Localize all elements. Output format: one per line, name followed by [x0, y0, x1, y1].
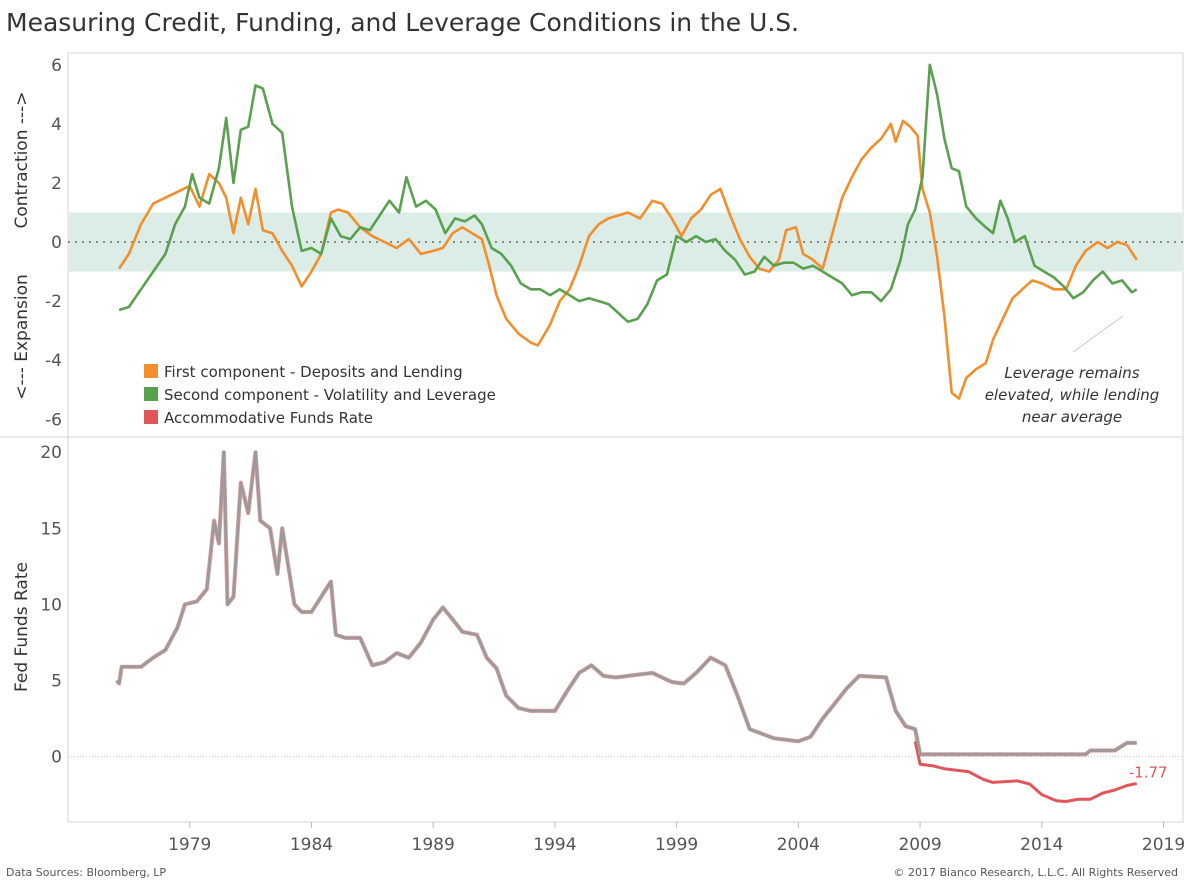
chart-title: Measuring Credit, Funding, and Leverage … [6, 8, 800, 37]
x-tick-label-1: 1984 [290, 835, 333, 855]
y-axis-label-fed-funds: Fed Funds Rate [12, 562, 32, 692]
series-line-second-component [118, 63, 1138, 324]
legend: First component - Deposits and Lending Se… [144, 363, 496, 427]
x-tick-label-2: 1989 [412, 835, 455, 855]
y-tick-label-top-2: 2 [51, 174, 62, 194]
end-value-label: -1.77 [1129, 764, 1168, 782]
series-line-first-component [118, 119, 1138, 400]
top-panel: 6 4 2 0 -2 -4 -6 Contraction ---> <--- Expansion… [12, 56, 1183, 430]
footer-source: Data Sources: Bloomberg, LP [6, 866, 167, 879]
legend-label-1: Second component - Volatility and Levera… [164, 386, 496, 404]
x-tick-label-4: 1999 [655, 835, 698, 855]
x-axis: 1979 1984 1989 1994 1999 2004 2009 2014 2019 [168, 822, 1184, 855]
x-tick-label-0: 1979 [168, 835, 211, 855]
x-tick-label-7: 2014 [1020, 835, 1063, 855]
legend-swatch-1 [144, 387, 158, 401]
series-line-fed-funds-shadow [115, 450, 1137, 757]
footer-copyright: © 2017 Bianco Research, L.L.C. All Right… [893, 866, 1178, 879]
x-tick-label-6: 2009 [898, 835, 941, 855]
legend-swatch-0 [144, 364, 158, 378]
x-tick-label-8: 2019 [1142, 835, 1184, 855]
y-axis-label-expansion: <--- Expansion [12, 274, 32, 400]
legend-swatch-2 [144, 410, 158, 424]
series-line-accommodative-funds-rate [913, 740, 1138, 803]
annotation-leader-line [1072, 315, 1124, 353]
y-tick-label-bottom-4: 0 [51, 748, 62, 768]
annotation-line-0: Leverage remains [1004, 364, 1139, 382]
bottom-panel: 20 15 10 5 0 Fed Funds Rate -1.77 [12, 443, 1183, 803]
y-axis-label-contraction: Contraction ---> [12, 91, 32, 228]
y-tick-label-top-4: -2 [45, 292, 62, 312]
legend-label-2: Accommodative Funds Rate [164, 409, 373, 427]
x-tick-label-5: 2004 [777, 835, 820, 855]
annotation-line-1: elevated, while lending [985, 386, 1160, 404]
y-tick-label-bottom-3: 5 [51, 671, 62, 691]
series-line-fed-funds-rate [115, 450, 1137, 756]
y-tick-label-top-0: 6 [51, 56, 62, 76]
y-tick-label-bottom-0: 20 [40, 443, 62, 463]
y-tick-label-top-5: -4 [45, 351, 62, 371]
y-tick-label-bottom-2: 10 [40, 595, 62, 615]
axes-frame [0, 52, 1184, 823]
legend-label-0: First component - Deposits and Lending [164, 363, 463, 381]
y-tick-label-top-1: 4 [51, 115, 62, 135]
y-tick-label-top-6: -6 [45, 410, 62, 430]
x-tick-label-3: 1994 [533, 835, 576, 855]
y-tick-label-top-3: 0 [51, 233, 62, 253]
annotation: Leverage remains elevated, while lending n… [985, 315, 1160, 426]
annotation-line-2: near average [1022, 408, 1122, 426]
y-tick-label-bottom-1: 15 [40, 519, 62, 539]
